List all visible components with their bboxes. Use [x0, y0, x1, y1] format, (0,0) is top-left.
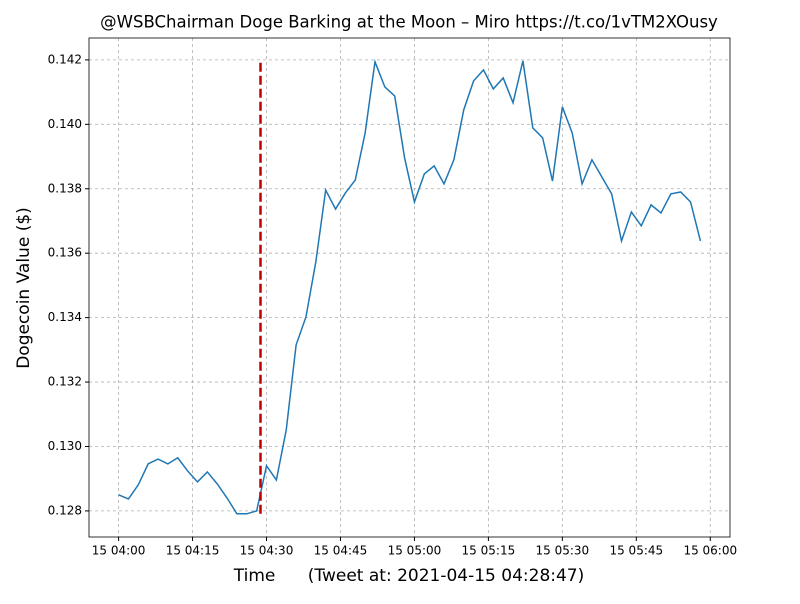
x-tick-label: 15 04:45: [314, 544, 368, 558]
x-tick-label: 15 04:00: [92, 544, 146, 558]
y-tick-label: 0.134: [48, 310, 82, 324]
y-tick-label: 0.140: [48, 117, 82, 131]
chart-title: @WSBChairman Doge Barking at the Moon – …: [100, 13, 718, 32]
x-axis-label: Time (Tweet at: 2021-04-15 04:28:47): [233, 566, 585, 586]
y-axis-label: Dogecoin Value ($): [14, 207, 34, 369]
x-tick-label: 15 05:45: [609, 544, 663, 558]
y-tick-label: 0.136: [48, 246, 82, 260]
price-line: [118, 58, 702, 515]
y-tick-label: 0.128: [48, 503, 82, 517]
plot-frame: [88, 37, 731, 538]
x-tick-label: 15 04:30: [240, 544, 294, 558]
x-tick-label: 15 06:00: [683, 544, 737, 558]
x-tick-label: 15 05:00: [388, 544, 442, 558]
x-tick-label: 15 05:30: [536, 544, 590, 558]
x-tick-label: 15 04:15: [166, 544, 220, 558]
y-tick-label: 0.132: [48, 375, 82, 389]
x-tick-label: 15 05:15: [462, 544, 516, 558]
y-tick-label: 0.142: [48, 52, 82, 66]
y-tick-label: 0.130: [48, 439, 82, 453]
y-tick-label: 0.138: [48, 181, 82, 195]
